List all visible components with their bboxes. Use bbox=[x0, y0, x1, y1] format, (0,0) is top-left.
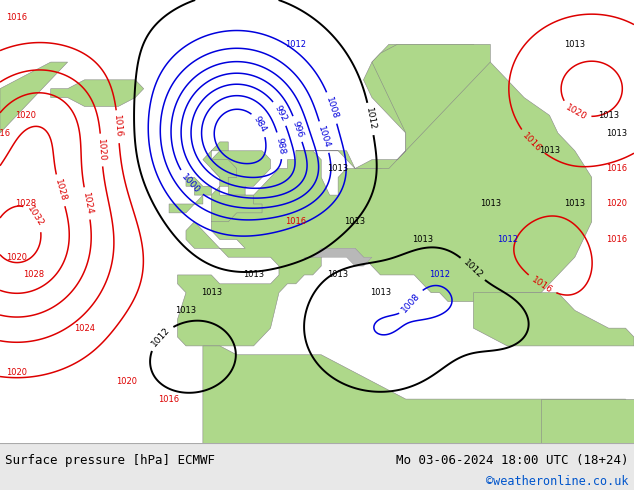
Text: 1013: 1013 bbox=[607, 128, 628, 138]
Text: 1016: 1016 bbox=[530, 275, 554, 295]
Polygon shape bbox=[0, 62, 68, 133]
Text: 1020: 1020 bbox=[15, 111, 36, 120]
Text: 1028: 1028 bbox=[53, 178, 68, 202]
Text: 1028: 1028 bbox=[15, 199, 36, 208]
Text: 1000: 1000 bbox=[179, 172, 202, 195]
Text: 1020: 1020 bbox=[607, 199, 628, 208]
Polygon shape bbox=[169, 177, 211, 213]
Text: 1012: 1012 bbox=[285, 40, 306, 49]
Text: 1020: 1020 bbox=[6, 253, 27, 262]
Text: 1013: 1013 bbox=[480, 199, 501, 208]
Polygon shape bbox=[203, 142, 262, 221]
Text: 1012: 1012 bbox=[150, 325, 172, 348]
Text: 1028: 1028 bbox=[23, 270, 44, 279]
Text: 996: 996 bbox=[290, 119, 305, 139]
Text: 1013: 1013 bbox=[328, 270, 349, 279]
Text: Mo 03-06-2024 18:00 UTC (18+24): Mo 03-06-2024 18:00 UTC (18+24) bbox=[396, 454, 629, 466]
Text: 1008: 1008 bbox=[325, 96, 340, 120]
Text: 1012: 1012 bbox=[429, 270, 450, 279]
Text: 1013: 1013 bbox=[564, 40, 585, 49]
Polygon shape bbox=[541, 399, 634, 443]
Text: 1008: 1008 bbox=[400, 291, 422, 314]
Text: Surface pressure [hPa] ECMWF: Surface pressure [hPa] ECMWF bbox=[5, 454, 215, 466]
Polygon shape bbox=[51, 80, 144, 106]
Text: 1016: 1016 bbox=[158, 394, 179, 404]
Text: 1013: 1013 bbox=[243, 270, 264, 279]
Text: 1013: 1013 bbox=[598, 111, 619, 120]
Text: 988: 988 bbox=[275, 136, 287, 155]
Text: 1012: 1012 bbox=[364, 107, 377, 131]
Text: 1013: 1013 bbox=[370, 288, 391, 297]
Polygon shape bbox=[296, 44, 490, 169]
Text: 1024: 1024 bbox=[74, 324, 95, 333]
Polygon shape bbox=[203, 346, 634, 443]
Text: 1013: 1013 bbox=[328, 164, 349, 173]
Text: 1012: 1012 bbox=[462, 258, 484, 280]
Polygon shape bbox=[304, 248, 372, 266]
Text: 1013: 1013 bbox=[176, 306, 197, 315]
Text: 1013: 1013 bbox=[201, 288, 222, 297]
Text: 1016: 1016 bbox=[112, 115, 124, 139]
Text: 1016: 1016 bbox=[607, 164, 628, 173]
Polygon shape bbox=[178, 44, 592, 346]
Text: 1032: 1032 bbox=[26, 205, 46, 229]
Polygon shape bbox=[474, 293, 634, 346]
Text: 1013: 1013 bbox=[564, 199, 585, 208]
Text: 1016: 1016 bbox=[607, 235, 628, 244]
Text: 1020: 1020 bbox=[6, 368, 27, 377]
Text: ©weatheronline.co.uk: ©weatheronline.co.uk bbox=[486, 475, 629, 488]
Text: 1013: 1013 bbox=[344, 217, 366, 226]
Text: 1004: 1004 bbox=[316, 125, 332, 149]
Text: 1016: 1016 bbox=[285, 217, 306, 226]
Text: 1024: 1024 bbox=[81, 192, 94, 216]
Text: 1016: 1016 bbox=[6, 13, 27, 22]
Text: 992: 992 bbox=[273, 104, 288, 123]
Text: 1020: 1020 bbox=[96, 138, 107, 162]
Text: 1012: 1012 bbox=[496, 235, 518, 244]
Text: 984: 984 bbox=[252, 115, 268, 134]
Text: 1016: 1016 bbox=[521, 131, 543, 154]
Text: 1013: 1013 bbox=[412, 235, 433, 244]
Text: 1020: 1020 bbox=[564, 103, 588, 122]
Text: 1013: 1013 bbox=[539, 147, 560, 155]
Text: 1016: 1016 bbox=[0, 128, 11, 138]
Text: 1020: 1020 bbox=[116, 377, 138, 386]
